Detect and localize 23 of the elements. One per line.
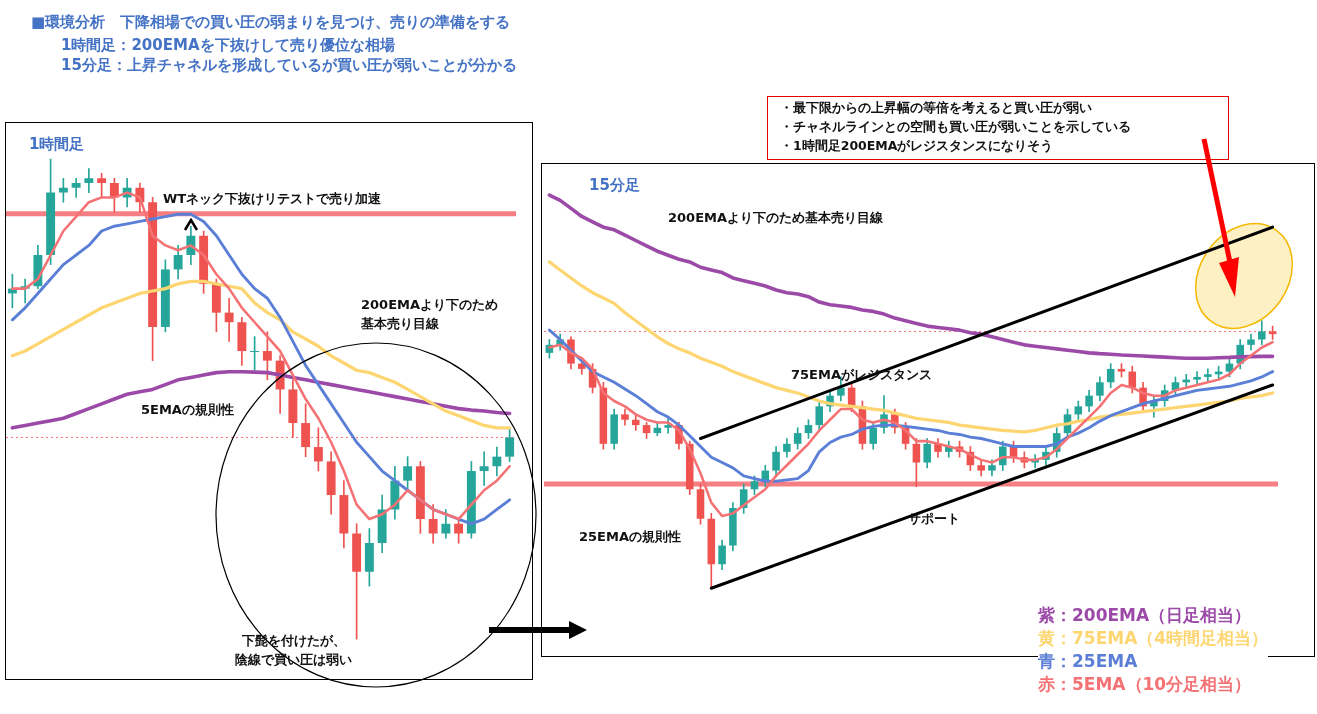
text: 青：25EMA xyxy=(1038,650,1139,673)
text: 1時間足：200EMAを下抜けして売り優位な相場 xyxy=(61,36,395,55)
text: 15分足：上昇チャネルを形成しているが買い圧が弱いことが分かる xyxy=(61,56,517,75)
text: ・チャネルラインとの空間も買い圧が弱いことを示している xyxy=(780,118,1131,136)
text: 黄：75EMA（4時間足相当） xyxy=(1038,627,1269,650)
candlestick xyxy=(1247,333,1255,351)
annotation: 200EMAより下のため基本売り目線 xyxy=(361,296,499,333)
text: 200EMAより下のため基本売り目線 xyxy=(668,209,884,227)
candlestick xyxy=(977,459,985,477)
annotation: WTネック下抜けリテストで売り加速 xyxy=(163,190,382,208)
annotation: 25EMAの規則性 xyxy=(579,528,681,546)
candlestick xyxy=(988,459,996,477)
candlestick xyxy=(1193,371,1201,386)
chart-title: 15分足 xyxy=(589,176,640,195)
text: 紫：200EMA（日足相当） xyxy=(1038,604,1253,627)
text: ・最下限からの上昇幅の等倍を考えると買い圧が弱い xyxy=(780,99,1092,117)
annotation: 5EMAの規則性 xyxy=(141,401,234,419)
candlestick xyxy=(1204,368,1212,383)
candlestick xyxy=(621,408,629,426)
text: ■環境分析 下降相場での買い圧の弱まりを見つけ、売りの準備をする xyxy=(31,13,511,32)
chart-title: 1時間足 xyxy=(29,135,85,154)
text: ・1時間足200EMAがレジスタンスになりそう xyxy=(780,137,1054,155)
text: 赤：5EMA（10分足相当） xyxy=(1038,673,1253,696)
